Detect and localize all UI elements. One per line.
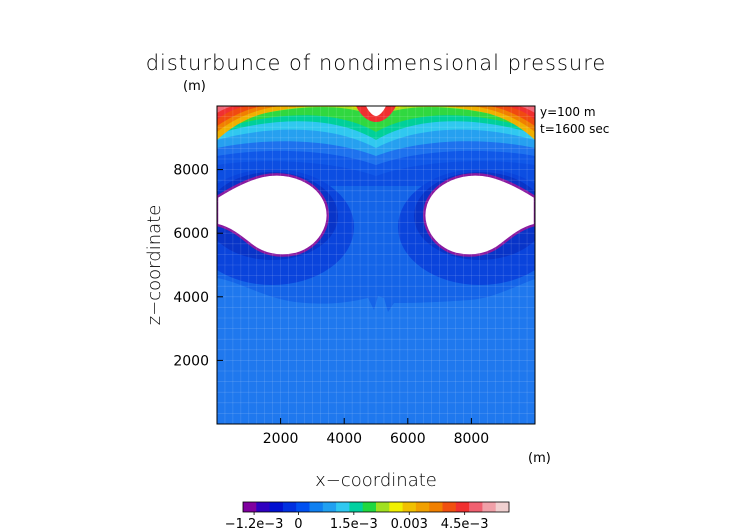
y-tick-label: 4000 <box>173 290 209 306</box>
y-tick-label: 6000 <box>173 226 209 242</box>
colorbar-swatch <box>482 502 497 512</box>
colorbar-swatch <box>469 502 483 512</box>
plot-area <box>217 106 535 424</box>
colorbar-swatch <box>296 502 310 512</box>
x-tick-label: 4000 <box>326 431 362 447</box>
colorbar-swatch <box>309 502 324 512</box>
colorbar-label: −1.2e−3 <box>225 517 284 532</box>
colorbar-swatch <box>349 502 364 512</box>
masked-region-right <box>423 173 535 257</box>
colorbar-swatch <box>402 502 417 512</box>
colorbar-swatch <box>442 502 457 512</box>
plot-frame <box>216 105 536 425</box>
x-tick-label: 2000 <box>263 431 299 447</box>
y-unit-label: (m) <box>183 79 206 94</box>
colorbar-frame <box>242 501 510 513</box>
colorbar-swatch <box>455 502 470 512</box>
colorbar-label: 0 <box>294 517 302 532</box>
colorbar-swatch <box>495 502 510 512</box>
colorbar-swatch <box>282 502 297 512</box>
colorbar-swatch <box>336 502 350 512</box>
colorbar-swatch <box>322 502 337 512</box>
colorbar-swatch <box>256 502 271 512</box>
masked-region-left <box>217 173 329 257</box>
y-tick-label: 8000 <box>173 163 209 179</box>
colorbar-label: 0.003 <box>391 517 428 532</box>
colorbar-label: 4.5e−3 <box>441 517 489 532</box>
top-center-cap-inner <box>366 106 386 116</box>
colorbar-swatch <box>243 502 257 512</box>
x-tick-label: 8000 <box>454 431 490 447</box>
colorbar-swatch <box>362 502 377 512</box>
x-unit-label: (m) <box>528 451 551 466</box>
chart-title: disturbunce of nondimensional pressure <box>146 51 607 75</box>
annotation-time: t=1600 sec <box>540 122 609 136</box>
colorbar <box>242 501 510 513</box>
y-tick-label: 2000 <box>173 353 209 369</box>
colorbar-label: 1.5e−3 <box>330 517 378 532</box>
colorbar-swatch <box>389 502 404 512</box>
contour-band-13 <box>217 106 535 126</box>
colorbar-swatch <box>269 502 284 512</box>
colorbar-swatch <box>429 502 443 512</box>
colorbar-swatch <box>376 502 390 512</box>
x-tick-label: 6000 <box>390 431 426 447</box>
colorbar-swatch <box>415 502 430 512</box>
annotation-y-slice: y=100 m <box>540 105 596 119</box>
x-axis-label: x−coordinate <box>315 470 437 491</box>
model-grid <box>217 106 535 424</box>
y-axis-label: z−coordinate <box>144 205 165 326</box>
colorbar-labels: −1.2e−3 0 1.5e−3 0.003 4.5e−3 <box>225 512 489 532</box>
